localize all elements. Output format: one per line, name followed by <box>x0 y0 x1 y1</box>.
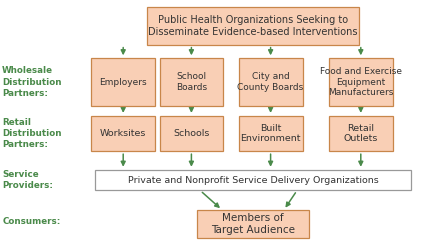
Text: Retail
Distribution
Partners:: Retail Distribution Partners: <box>2 118 62 149</box>
FancyBboxPatch shape <box>329 58 393 106</box>
Text: School
Boards: School Boards <box>176 72 207 92</box>
FancyBboxPatch shape <box>95 170 411 191</box>
FancyBboxPatch shape <box>238 58 303 106</box>
FancyBboxPatch shape <box>238 116 303 151</box>
Text: City and
County Boards: City and County Boards <box>238 72 304 92</box>
Text: Food and Exercise
Equipment
Manufacturers: Food and Exercise Equipment Manufacturer… <box>320 67 402 97</box>
Text: Consumers:: Consumers: <box>2 217 61 226</box>
FancyBboxPatch shape <box>147 7 359 45</box>
FancyBboxPatch shape <box>197 210 309 238</box>
FancyBboxPatch shape <box>160 58 223 106</box>
FancyBboxPatch shape <box>329 116 393 151</box>
Text: Wholesale
Distribution
Partners:: Wholesale Distribution Partners: <box>2 66 62 98</box>
Text: Employers: Employers <box>99 78 147 86</box>
Text: Built
Environment: Built Environment <box>240 124 301 143</box>
Text: Schools: Schools <box>173 129 209 138</box>
Text: Private and Nonprofit Service Delivery Organizations: Private and Nonprofit Service Delivery O… <box>128 176 378 184</box>
Text: Members of
Target Audience: Members of Target Audience <box>211 213 295 235</box>
Text: Retail
Outlets: Retail Outlets <box>344 124 378 143</box>
FancyBboxPatch shape <box>160 116 223 151</box>
Text: Public Health Organizations Seeking to
Disseminate Evidence-based Interventions: Public Health Organizations Seeking to D… <box>148 15 358 37</box>
FancyBboxPatch shape <box>92 58 155 106</box>
FancyBboxPatch shape <box>92 116 155 151</box>
Text: Worksites: Worksites <box>100 129 147 138</box>
Text: Service
Providers:: Service Providers: <box>2 170 53 190</box>
